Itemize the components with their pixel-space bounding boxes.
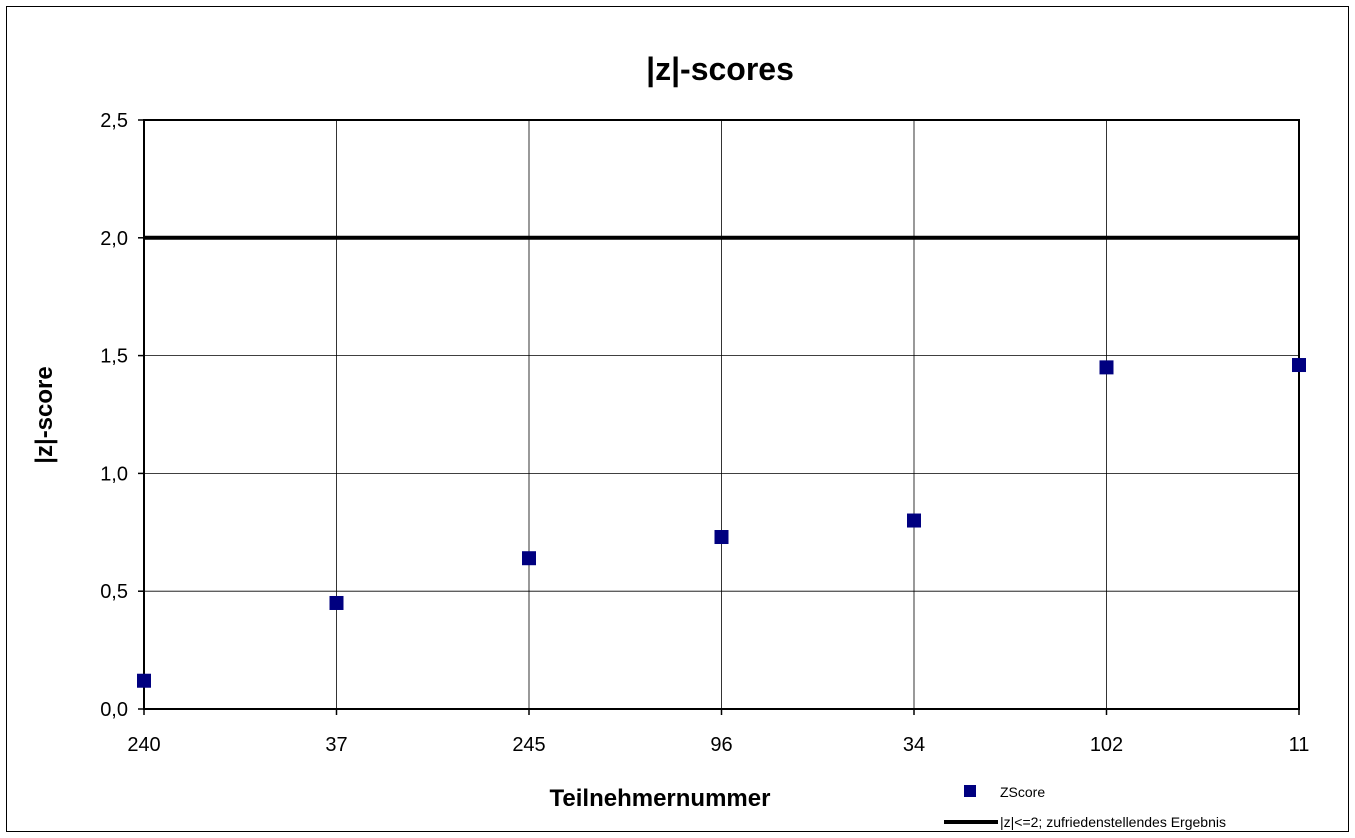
y-tick-label: 1,5	[100, 346, 128, 368]
data-point	[522, 551, 536, 566]
x-axis-title: Teilnehmernummer	[550, 785, 771, 812]
x-tick-label: 96	[710, 734, 732, 756]
x-tick-label: 37	[325, 734, 347, 756]
legend: ZScore |z|<=2; zufriedenstellendes Ergeb…	[944, 784, 1226, 830]
data-point	[137, 673, 151, 688]
y-tick-label: 0,0	[100, 699, 128, 721]
y-tick-label: 1,0	[100, 463, 128, 485]
y-tick-label: 2,0	[100, 228, 128, 250]
x-tick-labels: 240 37 245 96 34 102 11	[127, 709, 1309, 756]
x-tick-label: 245	[512, 734, 545, 756]
legend-label-zscore: ZScore	[1000, 784, 1045, 800]
legend-marker-zscore	[964, 785, 976, 797]
legend-label-reference: |z|<=2; zufriedenstellendes Ergebnis	[1000, 814, 1226, 830]
x-tick-label: 240	[127, 734, 160, 756]
y-tick-label: 0,5	[100, 581, 128, 603]
y-tick-label: 2,5	[100, 110, 128, 132]
data-point	[907, 513, 921, 528]
data-points	[137, 358, 1306, 688]
y-axis-title: |z|-score	[31, 366, 58, 463]
data-point	[714, 530, 729, 545]
data-point	[1292, 358, 1306, 373]
data-point	[329, 595, 344, 610]
x-tick-label: 102	[1090, 734, 1123, 756]
x-tick-label: 11	[1289, 734, 1310, 756]
y-tick-labels: 0,0 0,5 1,0 1,5 2,0 2,5	[100, 110, 144, 721]
data-point	[1099, 360, 1114, 375]
x-tick-label: 34	[903, 734, 925, 756]
chart-title: |z|-scores	[646, 51, 794, 87]
